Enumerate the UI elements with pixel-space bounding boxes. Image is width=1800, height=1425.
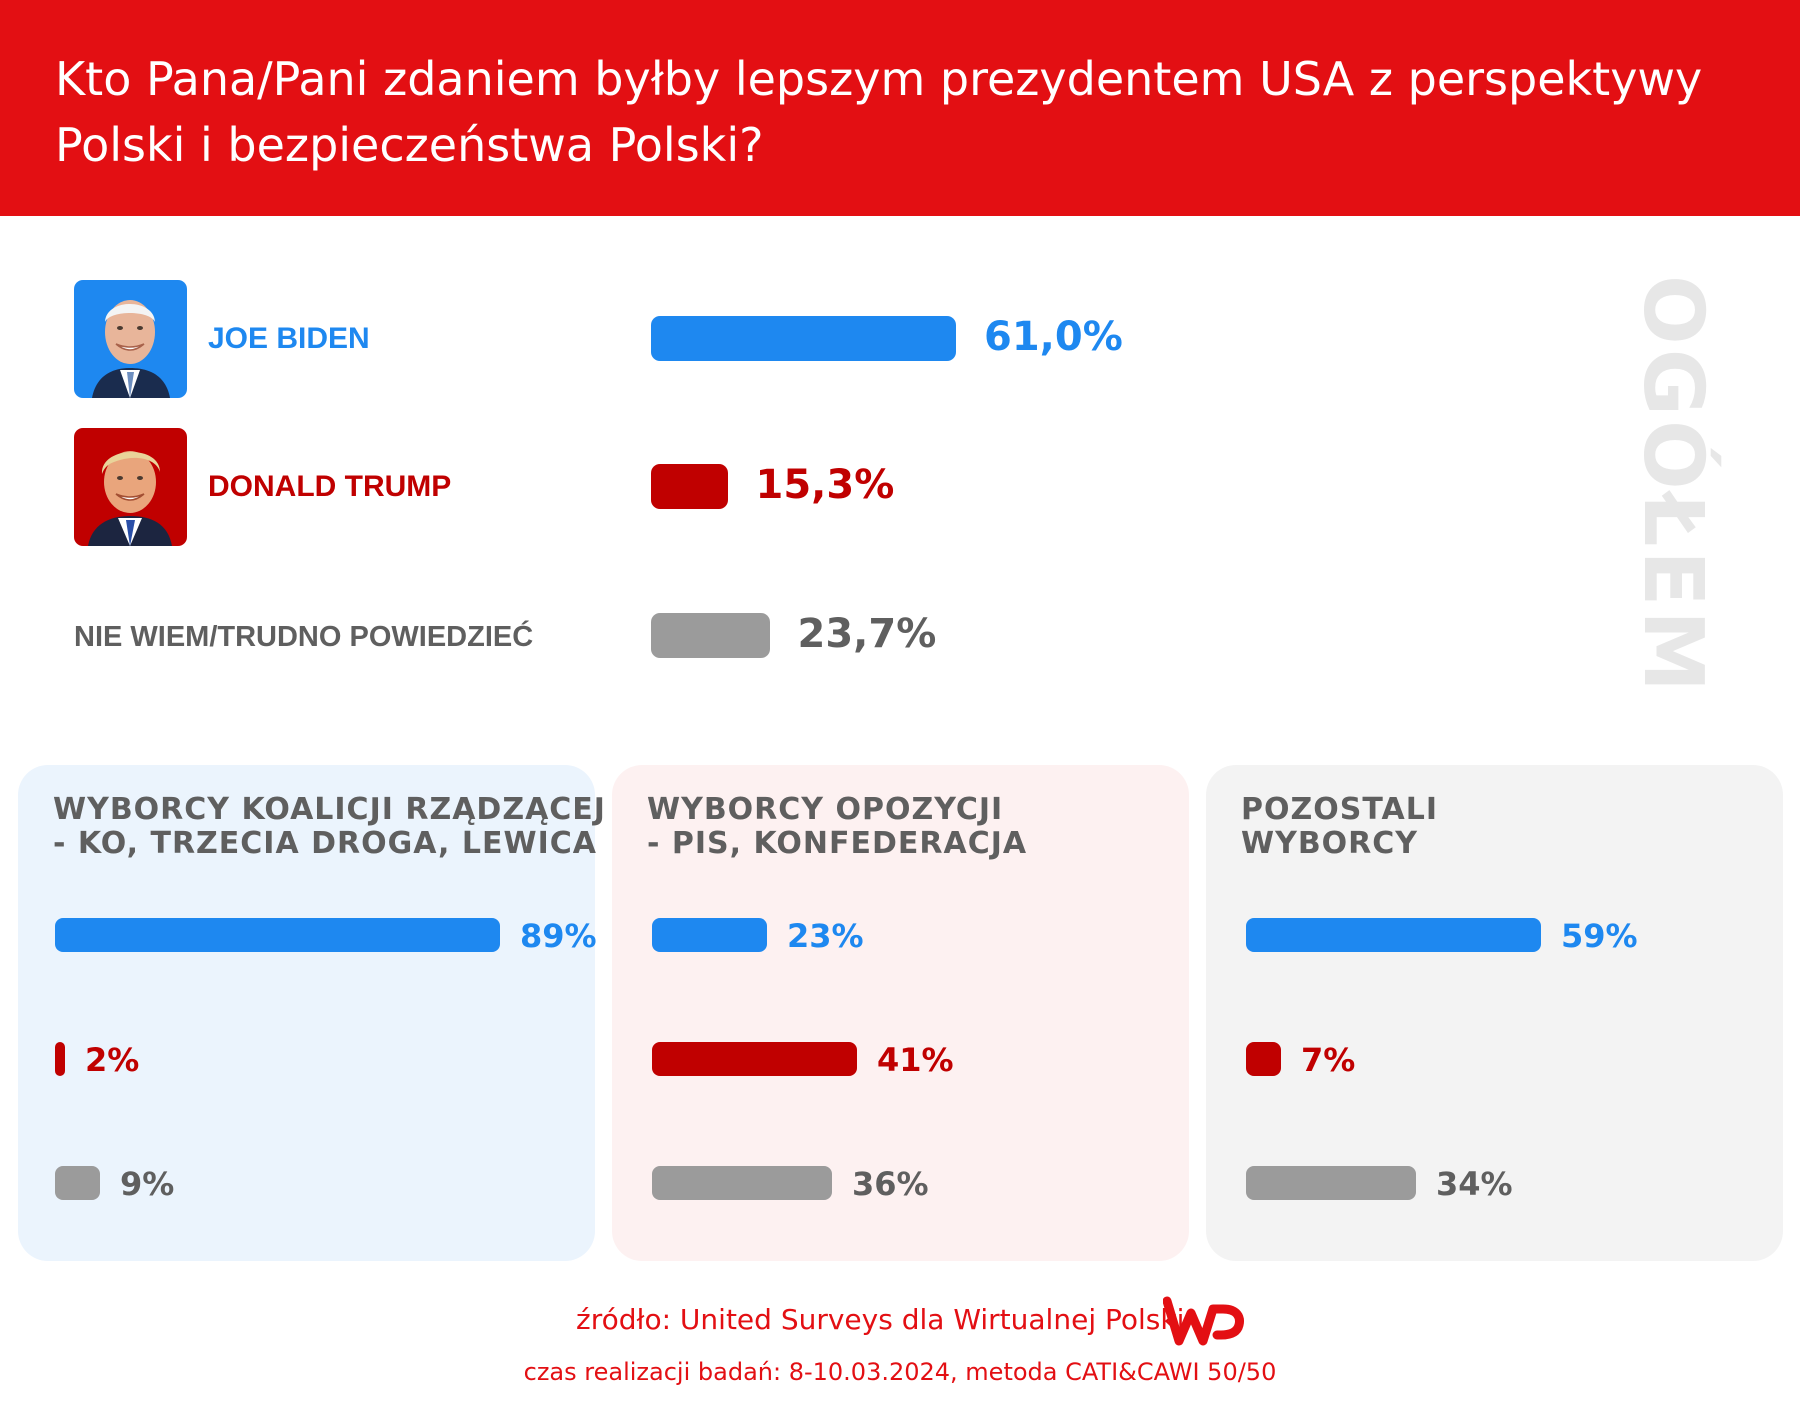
panel-3-value-trump: 7% xyxy=(1301,1041,1356,1079)
panel-title-line: - PIS, KONFEDERACJA xyxy=(647,826,1028,861)
method-text: czas realizacji badań: 8-10.03.2024, met… xyxy=(523,1358,1277,1386)
biden-portrait-icon xyxy=(74,280,187,398)
panel-2-bar-trump xyxy=(652,1042,857,1076)
panel-2-value-biden: 23% xyxy=(787,917,864,955)
trump-label: DONALD TRUMP xyxy=(208,470,452,503)
panel-title-line: - KO, TRZECIA DROGA, LEWICA xyxy=(53,826,597,861)
overall-bar-biden xyxy=(651,316,956,361)
section-label-overall: OGÓŁEM xyxy=(1625,275,1720,696)
panel-coalition: WYBORCY KOALICJI RZĄDZĄCEJ - KO, TRZECIA… xyxy=(18,765,605,1261)
panel-1-value-trump: 2% xyxy=(85,1041,140,1079)
overall-value-biden: 61,0% xyxy=(984,314,1123,360)
panel-title-line: WYBORCY OPOZYCJI xyxy=(647,792,1004,827)
panel-3-bar-biden xyxy=(1246,918,1541,952)
panel-3-bar-dont-know xyxy=(1246,1166,1416,1200)
overall-bar-trump xyxy=(651,464,728,509)
overall-value-trump: 15,3% xyxy=(755,462,895,508)
panel-2-bar-biden xyxy=(652,918,767,952)
panel-2-value-trump: 41% xyxy=(877,1041,954,1079)
biden-photo xyxy=(74,280,187,398)
panel-title-line: POZOSTALI xyxy=(1241,792,1438,827)
wp-logo-icon xyxy=(1163,1296,1244,1346)
source-text: źródło: United Surveys dla Wirtualnej Po… xyxy=(576,1303,1185,1336)
panel-3-value-dont-know: 34% xyxy=(1436,1165,1513,1203)
title-line-1: Kto Pana/Pani zdaniem byłby lepszym prez… xyxy=(55,52,1703,106)
trump-portrait-icon xyxy=(74,428,187,546)
panel-others: POZOSTALI WYBORCY xyxy=(1206,765,1783,1261)
panel-opposition-title: WYBORCY OPOZYCJI - PIS, KONFEDERACJA xyxy=(647,793,1027,861)
biden-label: JOE BIDEN xyxy=(208,322,370,355)
panel-1-value-biden: 89% xyxy=(520,917,597,955)
title-line-2: Polski i bezpieczeństwa Polski? xyxy=(55,118,764,172)
overall-value-dont-know: 23,7% xyxy=(797,611,937,657)
panel-3-bar-trump xyxy=(1246,1042,1281,1076)
panel-1-bar-trump xyxy=(55,1042,65,1076)
overall-bar-dont-know xyxy=(651,613,770,658)
dont-know-label: NIE WIEM/TRUDNO POWIEDZIEĆ xyxy=(74,621,534,653)
panel-2-value-dont-know: 36% xyxy=(852,1165,929,1203)
panel-1-bar-biden xyxy=(55,918,500,952)
panel-others-title: POZOSTALI WYBORCY xyxy=(1241,793,1438,861)
panel-title-line: WYBORCY KOALICJI RZĄDZĄCEJ xyxy=(53,792,606,827)
section-label-text: OGÓŁEM xyxy=(1624,274,1720,696)
panel-2-bar-dont-know xyxy=(652,1166,832,1200)
panel-3-value-biden: 59% xyxy=(1561,917,1638,955)
panel-1-value-dont-know: 9% xyxy=(120,1165,175,1203)
header-banner: Kto Pana/Pani zdaniem byłby lepszym prez… xyxy=(0,0,1800,216)
panel-coalition-title: WYBORCY KOALICJI RZĄDZĄCEJ - KO, TRZECIA… xyxy=(53,793,606,861)
trump-photo xyxy=(74,428,187,546)
chart-title: Kto Pana/Pani zdaniem byłby lepszym prez… xyxy=(55,46,1775,178)
panel-1-bar-dont-know xyxy=(55,1166,100,1200)
panel-title-line: WYBORCY xyxy=(1241,826,1419,861)
